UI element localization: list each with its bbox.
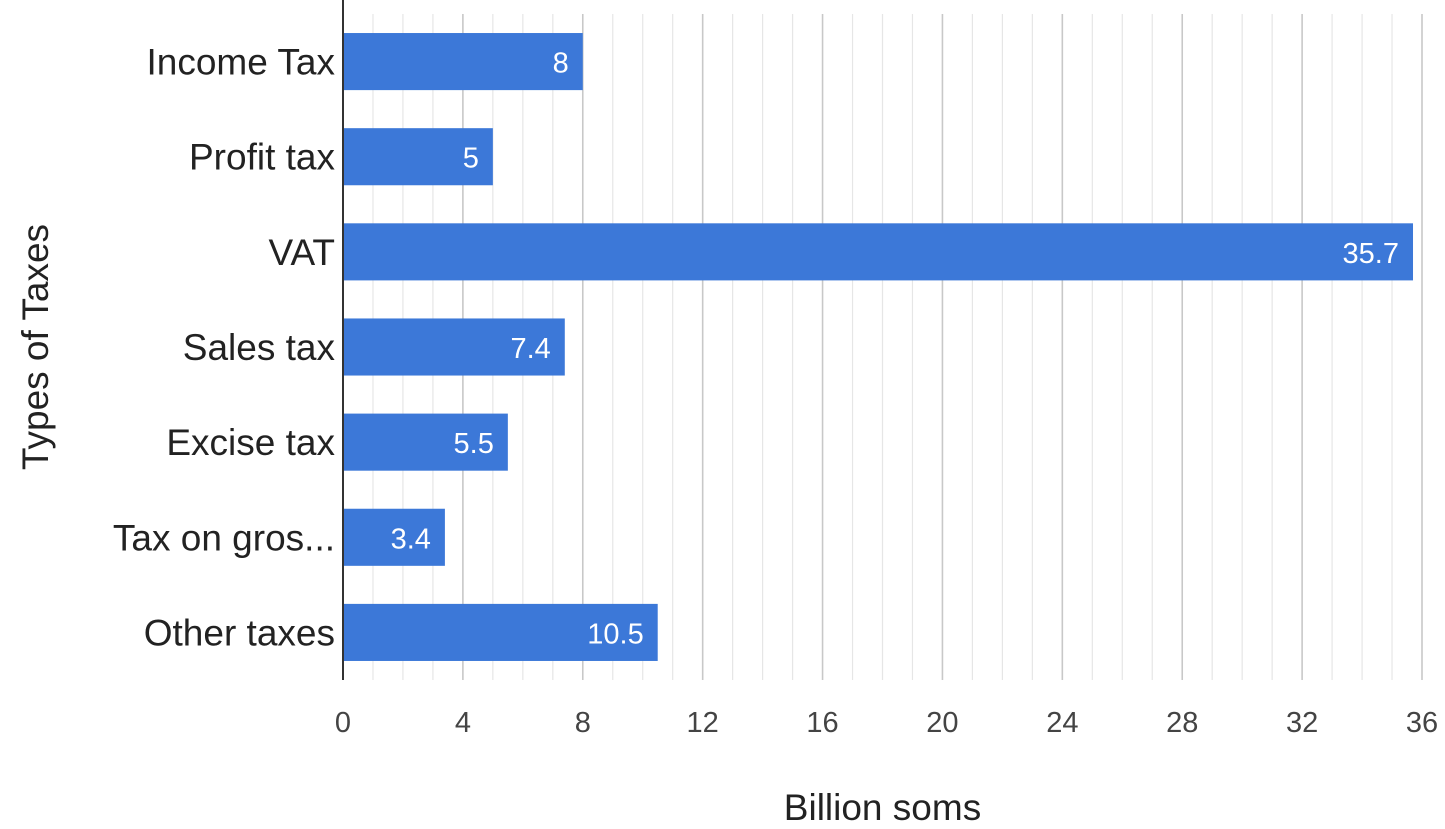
x-tick-label: 16 — [806, 707, 838, 739]
x-tick-label: 20 — [926, 707, 958, 739]
category-label: Other taxes — [144, 612, 335, 653]
x-axis-title: Billion soms — [784, 787, 981, 828]
x-tick-labels: 0 4 8 12 16 20 24 28 32 36 — [335, 707, 1438, 739]
bar — [343, 33, 583, 91]
category-label: Excise tax — [166, 422, 335, 463]
category-label: Profit tax — [189, 137, 335, 178]
bar-value-label: 8 — [553, 48, 569, 80]
x-tick-label: 24 — [1046, 707, 1078, 739]
bar — [343, 413, 508, 471]
category-label: Sales tax — [183, 327, 336, 368]
category-label: VAT — [269, 232, 335, 273]
bar-value-label: 5.5 — [454, 428, 494, 460]
bar-value-label: 3.4 — [391, 523, 431, 555]
bar — [343, 603, 658, 661]
bar — [343, 508, 445, 566]
bar — [343, 128, 493, 186]
category-label: Tax on gros... — [113, 517, 335, 558]
x-tick-label: 0 — [335, 707, 351, 739]
y-axis-title: Types of Taxes — [15, 224, 56, 470]
bar-value-label: 7.4 — [510, 333, 550, 365]
bars — [343, 33, 1414, 661]
x-tick-label: 4 — [455, 707, 471, 739]
bar-value-label: 10.5 — [587, 618, 643, 650]
x-tick-label: 8 — [575, 707, 591, 739]
data-labels: 8 5 35.7 7.4 5.5 3.4 10.5 — [391, 48, 1399, 651]
x-tick-label: 12 — [687, 707, 719, 739]
bar-value-label: 5 — [463, 143, 479, 175]
gridlines — [372, 14, 1423, 680]
x-tick-label: 28 — [1166, 707, 1198, 739]
bar-value-label: 35.7 — [1343, 238, 1399, 270]
x-tick-label: 36 — [1406, 707, 1438, 739]
category-labels: Income Tax Profit tax VAT Sales tax Excise t… — [113, 42, 336, 654]
category-label: Income Tax — [146, 42, 335, 83]
x-tick-label: 32 — [1286, 707, 1318, 739]
bar — [343, 223, 1414, 281]
bar — [343, 318, 565, 376]
